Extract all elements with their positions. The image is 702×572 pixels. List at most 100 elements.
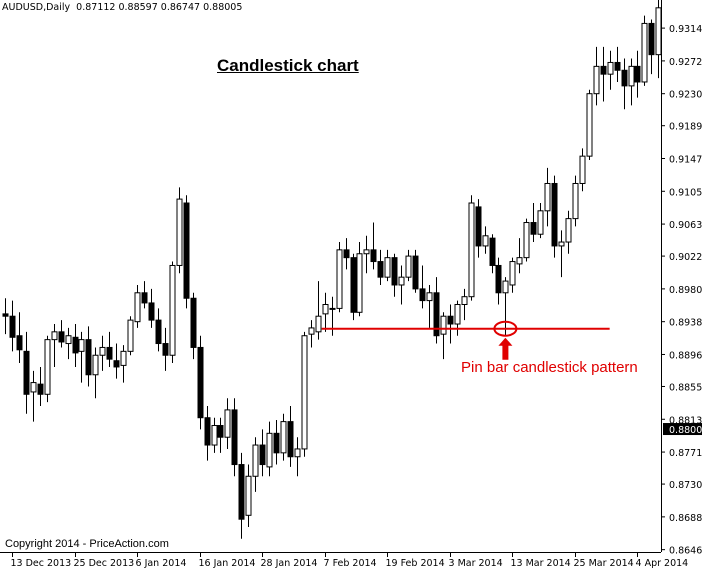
candle-body-up	[579, 155, 586, 184]
candle-body-up	[628, 65, 635, 87]
candle-body-down	[23, 350, 30, 395]
date-tick-label: 25 Mar 2014	[574, 558, 634, 569]
candle-body-down	[287, 421, 294, 458]
candle-body-up	[593, 65, 600, 95]
candle-body-up	[92, 354, 99, 376]
candle-body-up	[127, 319, 134, 352]
candle-body-up	[641, 22, 648, 83]
candle-body-up	[301, 335, 308, 450]
candle-body-down	[148, 302, 155, 321]
candle-body-down	[2, 313, 9, 317]
date-tick-label: 13 Mar 2014	[511, 558, 571, 569]
candle-body-up	[384, 257, 391, 278]
candle-body-down	[162, 343, 169, 356]
candle-body-down	[155, 319, 162, 345]
candle-body-down	[259, 444, 266, 466]
copyright-text: Copyright 2014 - PriceAction.com	[5, 538, 169, 550]
candles-group	[2, 0, 662, 539]
candle-body-up	[586, 93, 593, 157]
candle-body-up	[336, 249, 343, 309]
candle-body-down	[217, 425, 224, 438]
candle-body-down	[72, 336, 79, 354]
candle-body-down	[412, 255, 419, 290]
date-tick-label: 28 Jan 2014	[261, 558, 318, 569]
candle-body-up	[176, 198, 183, 266]
candle-body-up	[224, 409, 231, 438]
candle-body-up	[51, 331, 58, 341]
current-price-marker	[663, 423, 702, 436]
candle-body-up	[523, 222, 530, 259]
candle-body-up	[211, 425, 218, 446]
date-tick-label: 25 Dec 2013	[74, 558, 135, 569]
candle-body-down	[37, 383, 44, 395]
candle-body-up	[468, 202, 475, 298]
pin-bar-annotation: Pin bar candlestick pattern	[461, 359, 638, 376]
candle-body-up	[280, 421, 287, 454]
candle-body-up	[509, 261, 516, 286]
date-tick-label: 6 Jan 2014	[136, 558, 187, 569]
candle-body-down	[238, 464, 245, 520]
candle-body-down	[634, 65, 641, 83]
current-price-label: 0.88005	[669, 425, 702, 436]
candle-body-down	[231, 409, 238, 466]
candle-body-up	[405, 255, 412, 278]
candle-body-up	[120, 350, 127, 366]
pin-bar-arrow	[498, 337, 513, 360]
candle-body-down	[190, 297, 197, 348]
annotation-overlay	[321, 320, 610, 360]
candle-body-up	[440, 315, 447, 335]
candle-body-up	[252, 444, 259, 477]
candle-body-down	[58, 331, 65, 343]
candle-body-up	[482, 235, 489, 247]
candle-body-down	[106, 346, 113, 360]
candle-body-down	[419, 288, 426, 302]
candle-body-up	[398, 276, 405, 286]
candle-body-down	[370, 249, 377, 263]
candle-body-down	[273, 432, 280, 454]
date-tick-label: 3 Mar 2014	[449, 558, 503, 569]
candle-body-up	[572, 182, 579, 220]
candle-body-down	[350, 257, 357, 313]
candle-body-down	[551, 182, 558, 247]
date-tick-label: 16 Jan 2014	[199, 558, 256, 569]
candle-body-up	[315, 315, 322, 333]
candle-body-down	[183, 202, 190, 299]
candle-body-down	[9, 315, 16, 338]
symbol-label: AUDUSD,Daily	[2, 2, 71, 13]
candle-body-down	[391, 257, 398, 286]
candle-body-up	[134, 292, 141, 323]
candle-body-down	[614, 61, 621, 71]
date-tick-label: 13 Dec 2013	[11, 558, 72, 569]
candle-body-up	[44, 339, 51, 395]
candle-body-up	[537, 210, 544, 235]
candle-body-down	[204, 417, 211, 446]
candle-body-up	[294, 448, 301, 458]
candle-body-up	[426, 292, 433, 302]
candle-body-down	[197, 346, 204, 419]
candle-body-up	[454, 303, 461, 325]
candle-body-up	[516, 257, 523, 265]
candle-body-down	[648, 22, 655, 56]
candle-body-down	[433, 292, 440, 337]
candle-body-down	[621, 69, 628, 87]
candle-body-down	[530, 222, 537, 235]
candle-body-up	[544, 182, 551, 212]
ohlc-readout: 0.87112 0.88597 0.86747 0.88005	[76, 2, 243, 13]
pin-bar-circle	[493, 320, 518, 337]
candle-body-down	[377, 261, 384, 278]
candle-body-up	[322, 303, 329, 315]
